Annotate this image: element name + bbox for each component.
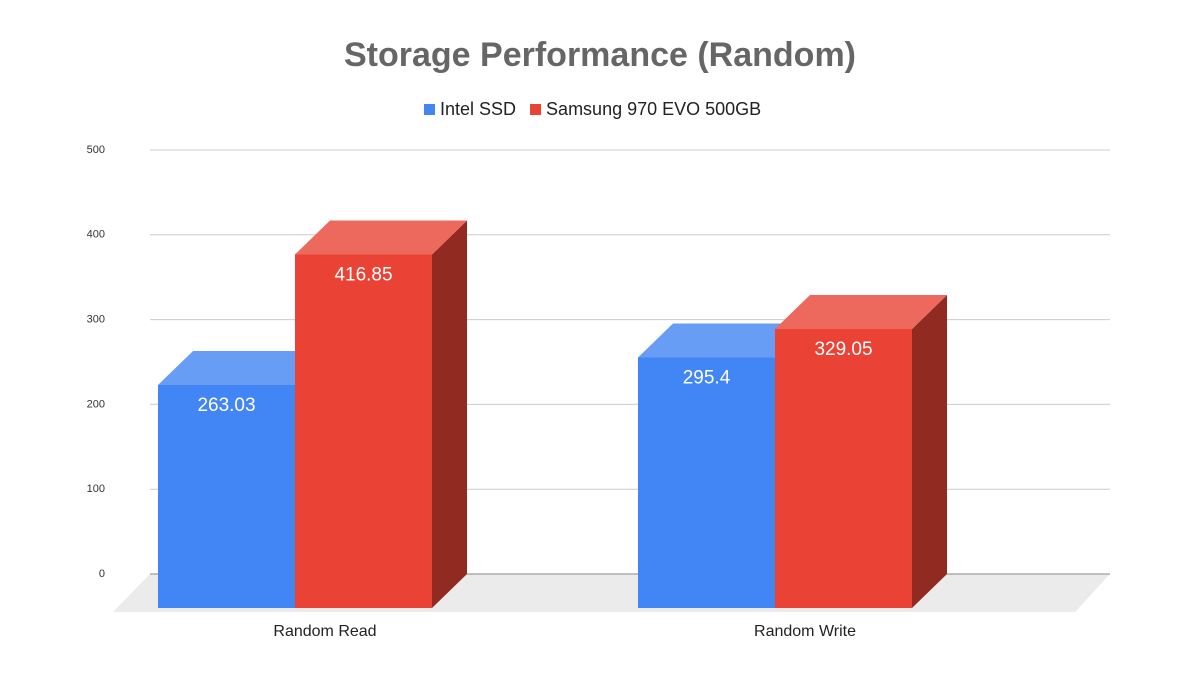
legend: Intel SSD Samsung 970 EVO 500GB xyxy=(424,99,761,119)
bar xyxy=(158,384,295,608)
chart-title: Storage Performance (Random) xyxy=(344,36,856,74)
y-tick-label: 0 xyxy=(99,568,105,580)
value-label: 295.4 xyxy=(683,368,731,389)
value-label: 329.05 xyxy=(814,339,872,360)
y-tick-label: 400 xyxy=(87,229,105,241)
bar-top xyxy=(638,323,810,358)
y-tick-label: 200 xyxy=(87,398,105,410)
bar xyxy=(295,254,432,608)
y-tick-label: 500 xyxy=(87,144,105,156)
x-tick-label: Random Read xyxy=(273,623,376,640)
y-tick-label: 100 xyxy=(87,483,105,495)
bar-top xyxy=(295,220,467,255)
bar-side xyxy=(432,220,467,608)
bar-top xyxy=(775,294,947,329)
value-label: 263.03 xyxy=(197,395,255,416)
value-label: 416.85 xyxy=(334,265,392,286)
legend-label: Samsung 970 EVO 500GB xyxy=(546,99,761,119)
bar xyxy=(775,328,912,608)
bar-side xyxy=(912,294,947,608)
legend-label: Intel SSD xyxy=(440,99,516,119)
bar xyxy=(638,357,775,608)
legend-swatch xyxy=(424,104,435,115)
x-tick-label: Random Write xyxy=(754,623,856,640)
legend-swatch xyxy=(530,104,542,115)
y-tick-label: 300 xyxy=(87,314,105,326)
bar-top xyxy=(158,350,330,385)
